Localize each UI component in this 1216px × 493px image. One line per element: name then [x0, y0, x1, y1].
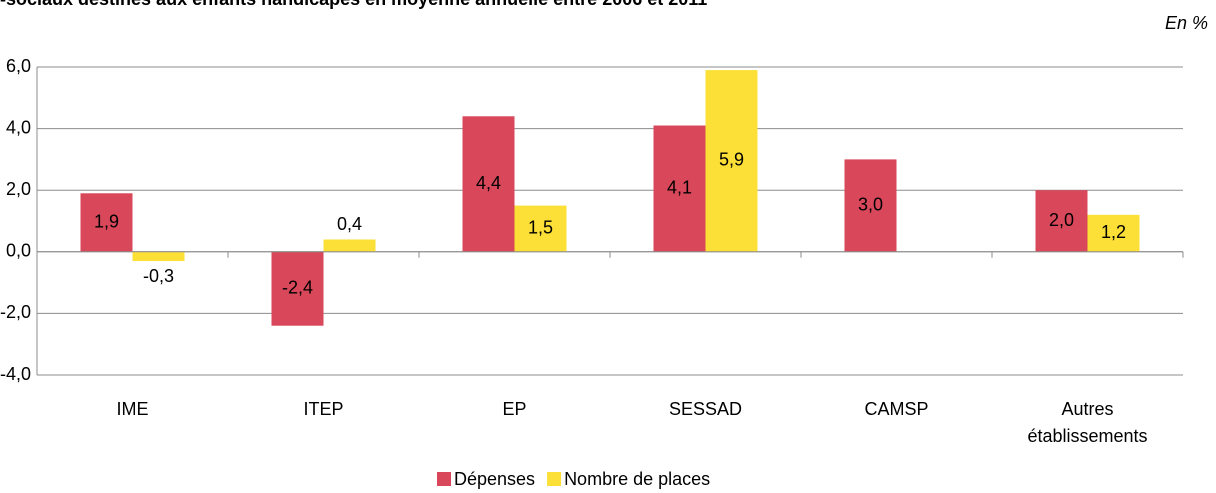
bar [462, 116, 515, 252]
bar [1087, 214, 1140, 252]
bar [1035, 190, 1088, 252]
bar [514, 205, 567, 252]
chart-title: -sociaux destinés aux enfants handicapés… [0, 0, 707, 9]
data-label: 5,9 [719, 150, 744, 170]
y-tick-label: 6,0 [6, 56, 31, 76]
data-label: -0,3 [143, 266, 174, 286]
legend-label: Nombre de places [564, 469, 710, 489]
legend-label: Dépenses [454, 469, 535, 489]
x-tick-label: CAMSP [864, 399, 928, 419]
data-label: 3,0 [858, 194, 883, 214]
bar [705, 70, 758, 252]
y-tick-label: 2,0 [6, 179, 31, 199]
data-label: 2,0 [1049, 210, 1074, 230]
bar [80, 193, 133, 252]
y-tick-label: 0,0 [6, 241, 31, 261]
x-tick-label: Autres établissements [1027, 399, 1147, 446]
legend-swatch [547, 472, 562, 486]
bar [844, 159, 897, 252]
bar [132, 251, 185, 262]
data-label: -2,4 [282, 278, 313, 298]
x-tick-label: IME [116, 399, 148, 419]
y-tick-label: 4,0 [6, 117, 31, 137]
unit-label: En % [1165, 13, 1208, 33]
data-label: 0,4 [337, 214, 362, 234]
data-label: 4,1 [667, 177, 692, 197]
data-label: 1,2 [1101, 222, 1126, 242]
x-tick-label: ITEP [303, 399, 343, 419]
y-tick-label: -4,0 [0, 364, 31, 384]
y-tick-label: -2,0 [0, 302, 31, 322]
legend-swatch [437, 472, 451, 486]
data-label: 1,9 [94, 211, 119, 231]
bar [271, 251, 324, 326]
x-tick-label: SESSAD [669, 399, 742, 419]
data-label: 4,4 [476, 173, 501, 193]
data-label: 1,5 [528, 217, 553, 237]
bar [323, 239, 376, 252]
bar [653, 125, 706, 252]
x-tick-label: EP [502, 399, 526, 419]
